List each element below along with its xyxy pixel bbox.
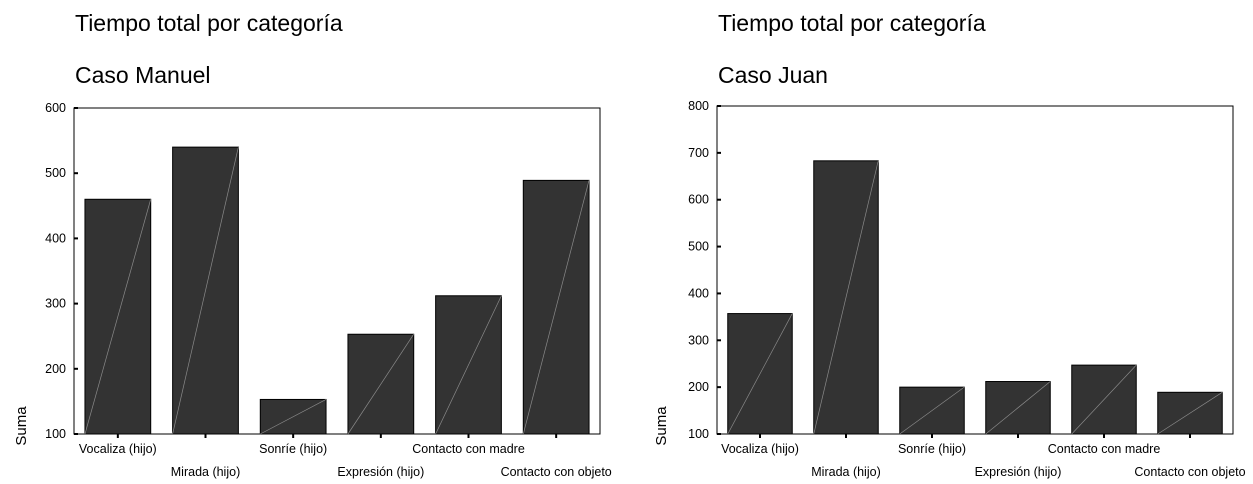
x-tick-label: Vocaliza (hijo) <box>721 442 799 456</box>
y-tick-label: 200 <box>45 362 66 376</box>
y-axis-label: Suma <box>653 406 670 446</box>
x-tick-label: Mirada (hijo) <box>171 465 240 479</box>
x-tick-label: Sonríe (hijo) <box>259 442 327 456</box>
chart-title: Tiempo total por categoría <box>718 10 986 36</box>
x-tick-label: Contacto con madre <box>1048 442 1161 456</box>
y-tick-label: 100 <box>688 427 709 441</box>
bar-diagonal <box>435 295 502 435</box>
y-tick-label: 700 <box>688 146 709 160</box>
bar-diagonal <box>813 160 879 435</box>
y-tick-label: 300 <box>688 333 709 347</box>
x-tick-label: Contacto con objeto <box>501 465 612 479</box>
plot-frame <box>73 107 601 435</box>
y-tick-label: 500 <box>688 240 709 254</box>
y-tick-label: 600 <box>688 193 709 207</box>
chart-subtitle: Caso Manuel <box>75 62 211 88</box>
x-tick-label: Sonríe (hijo) <box>898 442 966 456</box>
x-tick-label: Vocaliza (hijo) <box>79 442 157 456</box>
bar-diagonal <box>727 313 793 435</box>
bar-chart-juan: 100 200 300 400 500 600 700 800 Suma Vocaliza (hi… <box>653 99 1246 479</box>
y-tick-label: 800 <box>688 99 709 113</box>
plot-frame <box>716 105 1234 435</box>
y-tick-label: 200 <box>688 380 709 394</box>
x-tick-label: Expresión (hijo) <box>975 465 1062 479</box>
bar-diagonal <box>84 199 152 435</box>
bar-chart-manuel: 100 200 300 400 500 600 Suma Vocaliza (hijo) Mir… <box>13 101 612 479</box>
chart-subtitle: Caso Juan <box>718 62 828 88</box>
chart-panel-juan: Tiempo total por categoría Caso Juan 100… <box>640 0 1253 484</box>
bar-diagonal <box>260 399 327 435</box>
chart-panel-manuel: Tiempo total por categoría Caso Manuel 1… <box>0 0 620 484</box>
y-tick-label: 500 <box>45 166 66 180</box>
bar-diagonal <box>1157 392 1223 435</box>
y-tick-label: 100 <box>45 427 66 441</box>
y-tick-label: 600 <box>45 101 66 115</box>
bar-diagonal <box>985 381 1051 435</box>
y-tick-label: 300 <box>45 297 66 311</box>
bar-diagonal <box>899 386 965 435</box>
x-tick-label: Mirada (hijo) <box>811 465 880 479</box>
x-tick-label: Contacto con objeto <box>1134 465 1245 479</box>
x-tick-label: Expresión (hijo) <box>337 465 424 479</box>
chart-title: Tiempo total por categoría <box>75 10 343 36</box>
bar-diagonal <box>1071 364 1137 435</box>
y-axis-label: Suma <box>13 406 30 446</box>
bar-diagonal <box>172 147 239 435</box>
x-tick-label: Contacto con madre <box>412 442 525 456</box>
bar-diagonal <box>522 180 590 435</box>
bar-diagonal <box>347 334 415 435</box>
y-tick-label: 400 <box>45 231 66 245</box>
y-tick-label: 400 <box>688 286 709 300</box>
